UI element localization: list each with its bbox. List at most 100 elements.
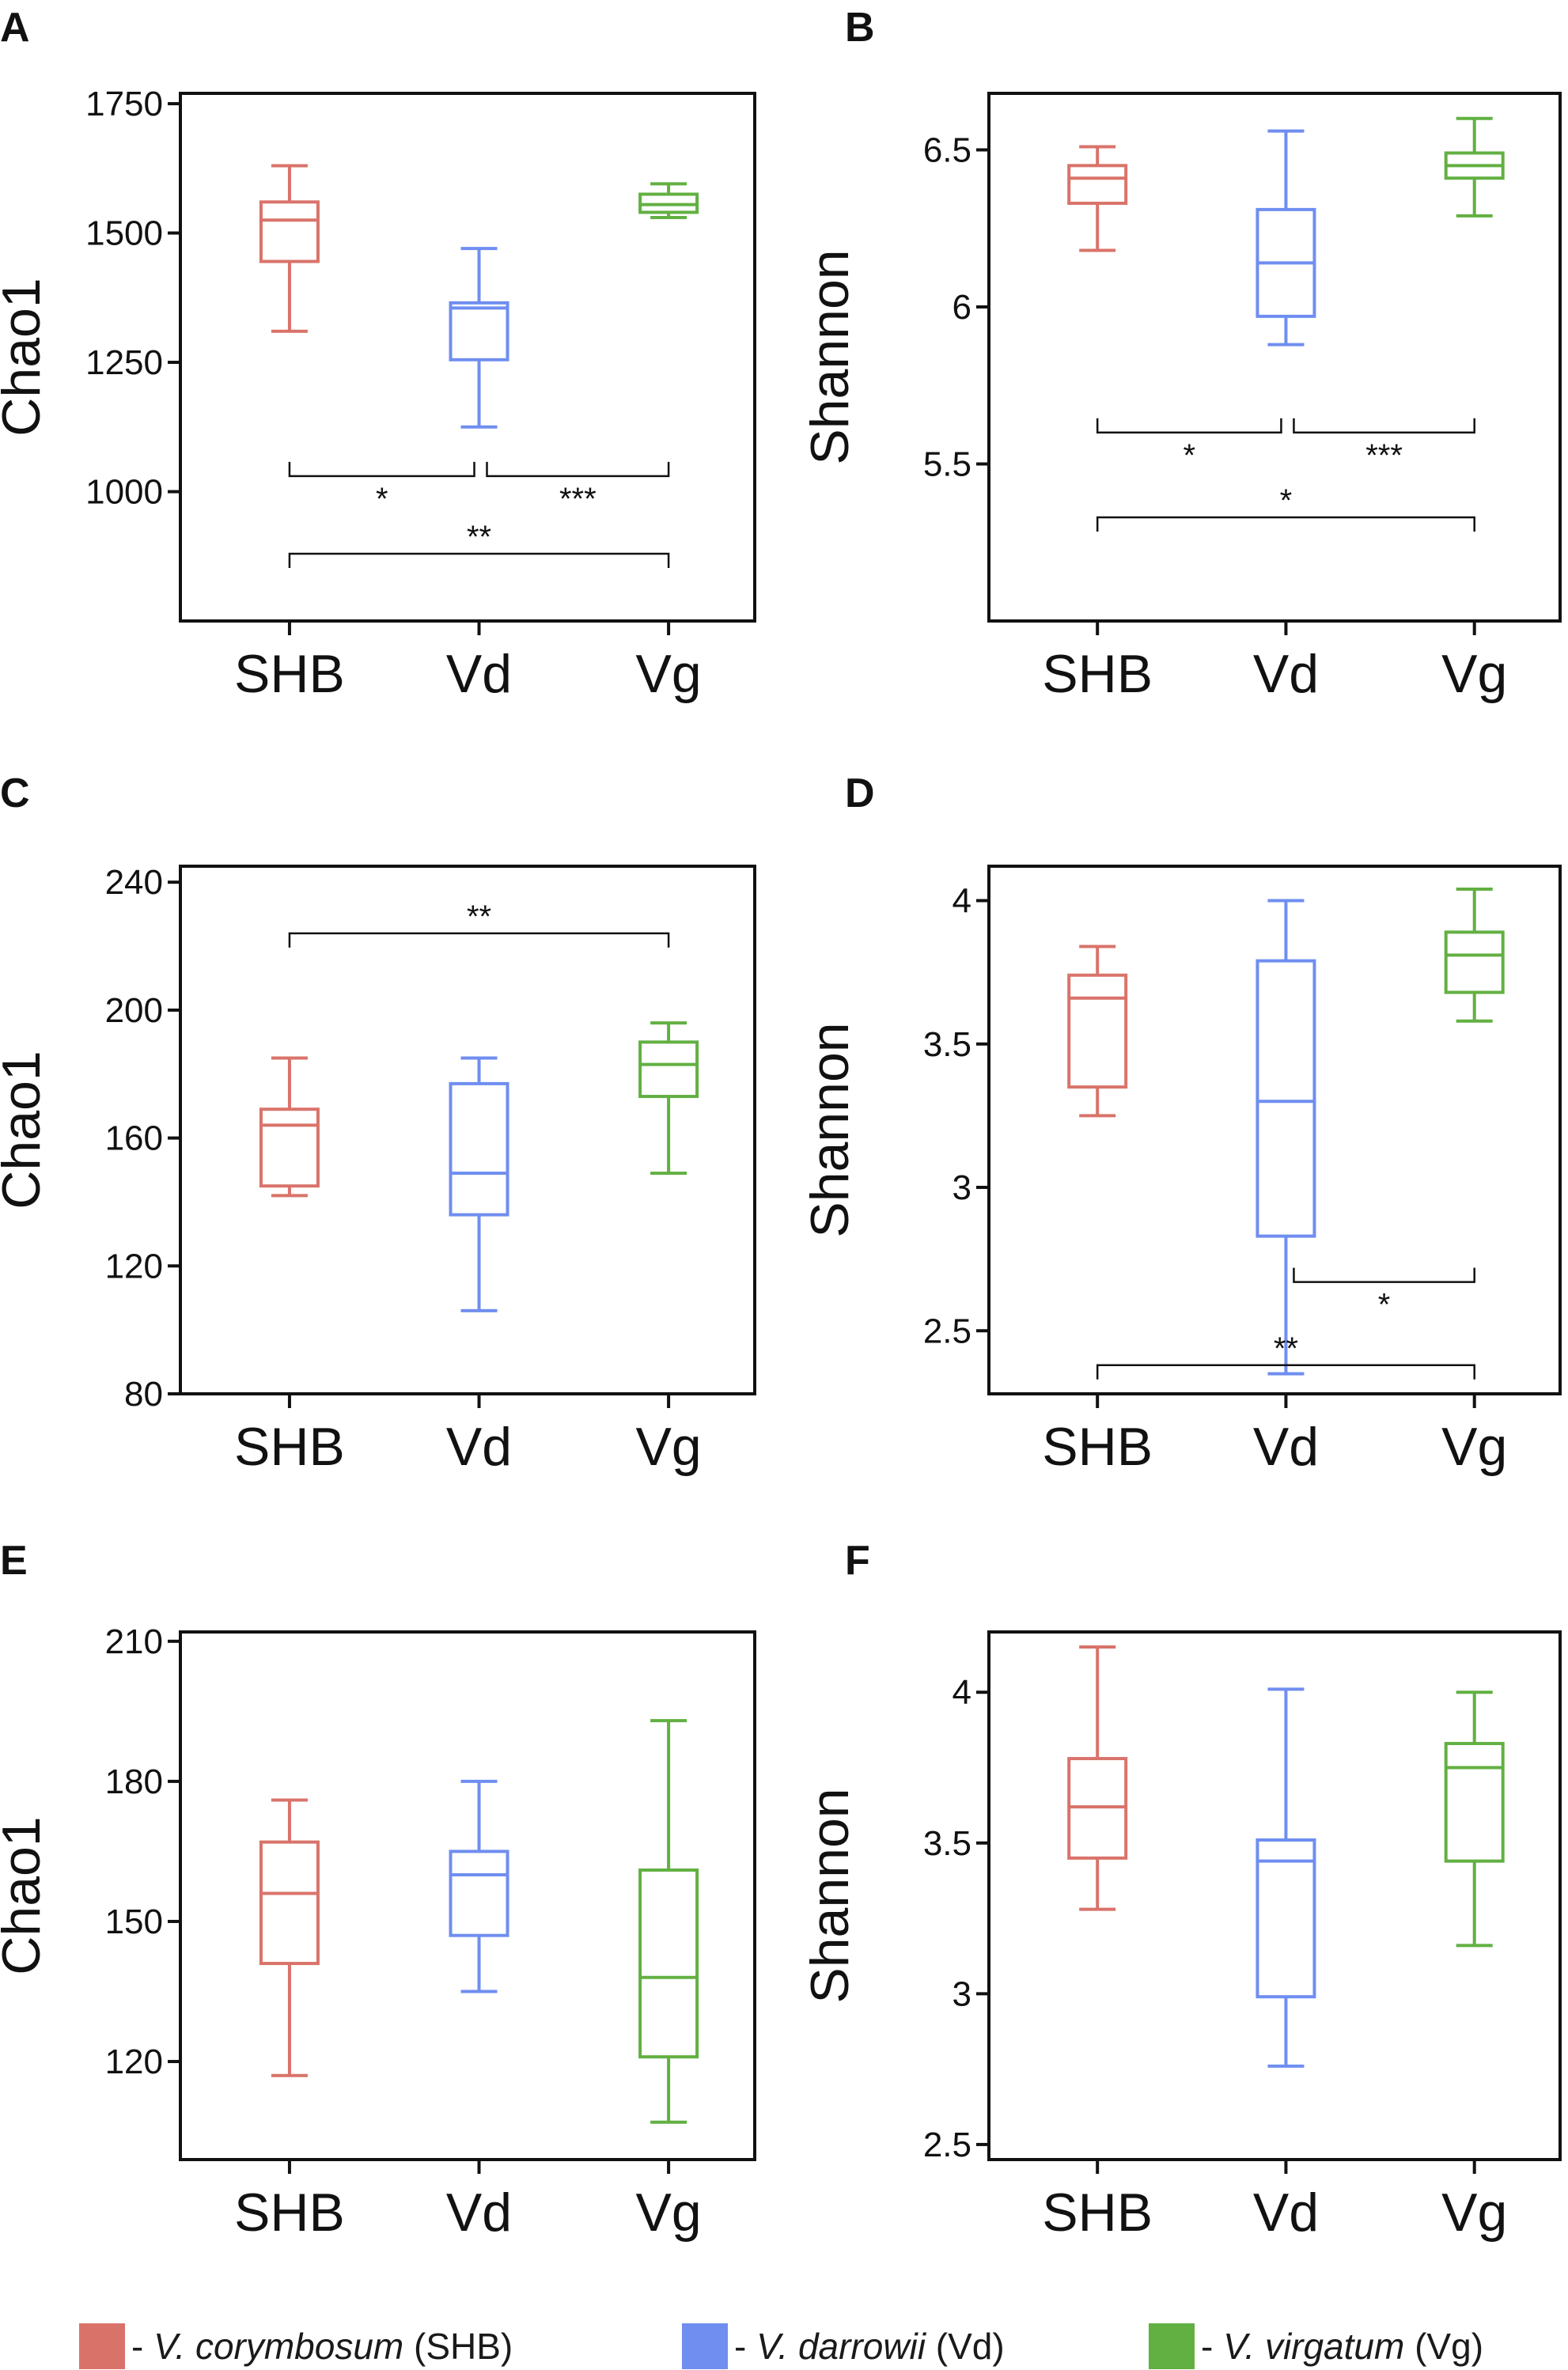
y-tick-label: 3.5 xyxy=(923,1025,971,1064)
y-tick-label: 80 xyxy=(124,1375,163,1414)
plot-frame xyxy=(179,865,756,1395)
y-tick-label: 6.5 xyxy=(923,131,971,169)
plot-frame xyxy=(987,1630,1562,2161)
box-shb xyxy=(259,1798,320,2077)
plot-frame xyxy=(987,865,1562,1395)
box-vg xyxy=(638,1719,699,2124)
significance-bracket: * xyxy=(1096,483,1475,532)
iqr-box xyxy=(1067,973,1128,1089)
significance-label: ** xyxy=(1274,1331,1298,1366)
iqr-box xyxy=(1256,959,1316,1238)
y-tick-label: 1750 xyxy=(85,85,163,123)
box-vd xyxy=(449,1056,509,1312)
significance-label: * xyxy=(376,482,388,517)
x-tick-label: Vg xyxy=(1441,644,1507,704)
significance-bracket: ** xyxy=(288,899,670,948)
iqr-box xyxy=(449,1081,509,1217)
box-shb xyxy=(1067,1645,1128,1911)
y-tick-label: 4 xyxy=(953,882,971,921)
x-tick-label: SHB xyxy=(234,1417,345,1477)
bracket-line xyxy=(288,932,670,948)
box-shb xyxy=(259,1056,320,1198)
y-tick-label: 2.5 xyxy=(923,1312,971,1350)
bracket-line xyxy=(288,461,475,478)
x-tick-label: Vg xyxy=(636,2183,702,2243)
y-axis-label: Chao1 xyxy=(0,1816,51,1974)
box-vg xyxy=(1444,888,1505,1023)
iqr-box xyxy=(638,1040,699,1099)
x-tick-label: SHB xyxy=(1042,2183,1153,2243)
box-vg xyxy=(1444,116,1505,218)
panel-label: D xyxy=(845,770,875,816)
iqr-box xyxy=(449,301,509,362)
y-axis-label: Chao1 xyxy=(0,278,51,436)
y-axis-label: Shannon xyxy=(800,1788,860,2003)
bracket-line xyxy=(288,552,670,568)
box-vg xyxy=(638,182,699,219)
iqr-box xyxy=(259,200,320,263)
box-vd xyxy=(449,247,509,429)
y-axis-label: Chao1 xyxy=(0,1051,51,1209)
x-tick-label: Vg xyxy=(636,644,702,704)
bracket-line xyxy=(1096,516,1475,532)
significance-bracket: * xyxy=(1096,418,1282,473)
significance-label: *** xyxy=(1365,438,1403,473)
iqr-box xyxy=(638,1868,699,2059)
significance-bracket: * xyxy=(1293,1267,1475,1323)
panel-c: C 80 120 160 200 240 Chao1 SHB Vd Vg ** xyxy=(0,770,756,1477)
iqr-box xyxy=(449,1849,509,1937)
bracket-line xyxy=(1293,1267,1475,1283)
box-shb xyxy=(1067,945,1128,1118)
significance-bracket: ** xyxy=(288,520,670,568)
iqr-box xyxy=(1444,1742,1505,1863)
significance-label: ** xyxy=(467,899,491,934)
y-tick-label: 1000 xyxy=(85,473,163,512)
y-axis-label: Shannon xyxy=(800,249,860,464)
y-tick-label: 4 xyxy=(953,1673,971,1712)
x-tick-label: Vd xyxy=(1253,1417,1319,1477)
x-tick-label: Vg xyxy=(1441,2183,1507,2243)
bracket-line xyxy=(1293,418,1475,434)
significance-label: * xyxy=(1184,438,1196,473)
significance-bracket: * xyxy=(288,461,475,517)
box-vd xyxy=(1256,899,1316,1376)
significance-bracket: *** xyxy=(486,461,670,517)
iqr-box xyxy=(259,1107,320,1188)
x-tick-label: SHB xyxy=(1042,644,1153,704)
y-tick-label: 120 xyxy=(105,1247,163,1285)
legend-swatch-shb xyxy=(79,2323,125,2369)
x-tick-label: Vd xyxy=(1253,2183,1319,2243)
iqr-box xyxy=(259,1840,320,1966)
box-vd xyxy=(1256,1687,1316,2068)
y-tick-label: 160 xyxy=(105,1119,163,1158)
box-vg xyxy=(1444,1690,1505,1948)
y-tick-label: 2.5 xyxy=(923,2126,971,2164)
y-tick-label: 210 xyxy=(105,1622,163,1661)
panel-label: A xyxy=(0,5,30,51)
panel-label: F xyxy=(845,1538,870,1584)
legend-item-vg: - V. virgatum (Vg) xyxy=(1149,2323,1483,2370)
y-tick-label: 1500 xyxy=(85,214,163,253)
plot-frame xyxy=(179,1630,756,2161)
y-tick-label: 5.5 xyxy=(923,445,971,483)
legend-swatch-vg xyxy=(1149,2323,1195,2369)
y-tick-label: 240 xyxy=(105,863,163,902)
y-tick-label: 1250 xyxy=(85,343,163,382)
y-tick-label: 3.5 xyxy=(923,1824,971,1863)
x-tick-label: Vd xyxy=(446,644,512,704)
x-tick-label: Vd xyxy=(446,2183,512,2243)
y-tick-label: 120 xyxy=(105,2043,163,2081)
significance-bracket: *** xyxy=(1293,418,1475,473)
y-tick-label: 150 xyxy=(105,1902,163,1941)
y-tick-label: 200 xyxy=(105,991,163,1030)
x-tick-label: Vd xyxy=(446,1417,512,1477)
panel-f: F 2.5 3 3.5 4 Shannon SHB Vd Vg xyxy=(800,1538,1562,2243)
significance-label: * xyxy=(1280,483,1293,518)
box-vg xyxy=(638,1021,699,1176)
x-tick-label: Vg xyxy=(1441,1417,1507,1477)
iqr-box xyxy=(1256,1838,1316,1999)
